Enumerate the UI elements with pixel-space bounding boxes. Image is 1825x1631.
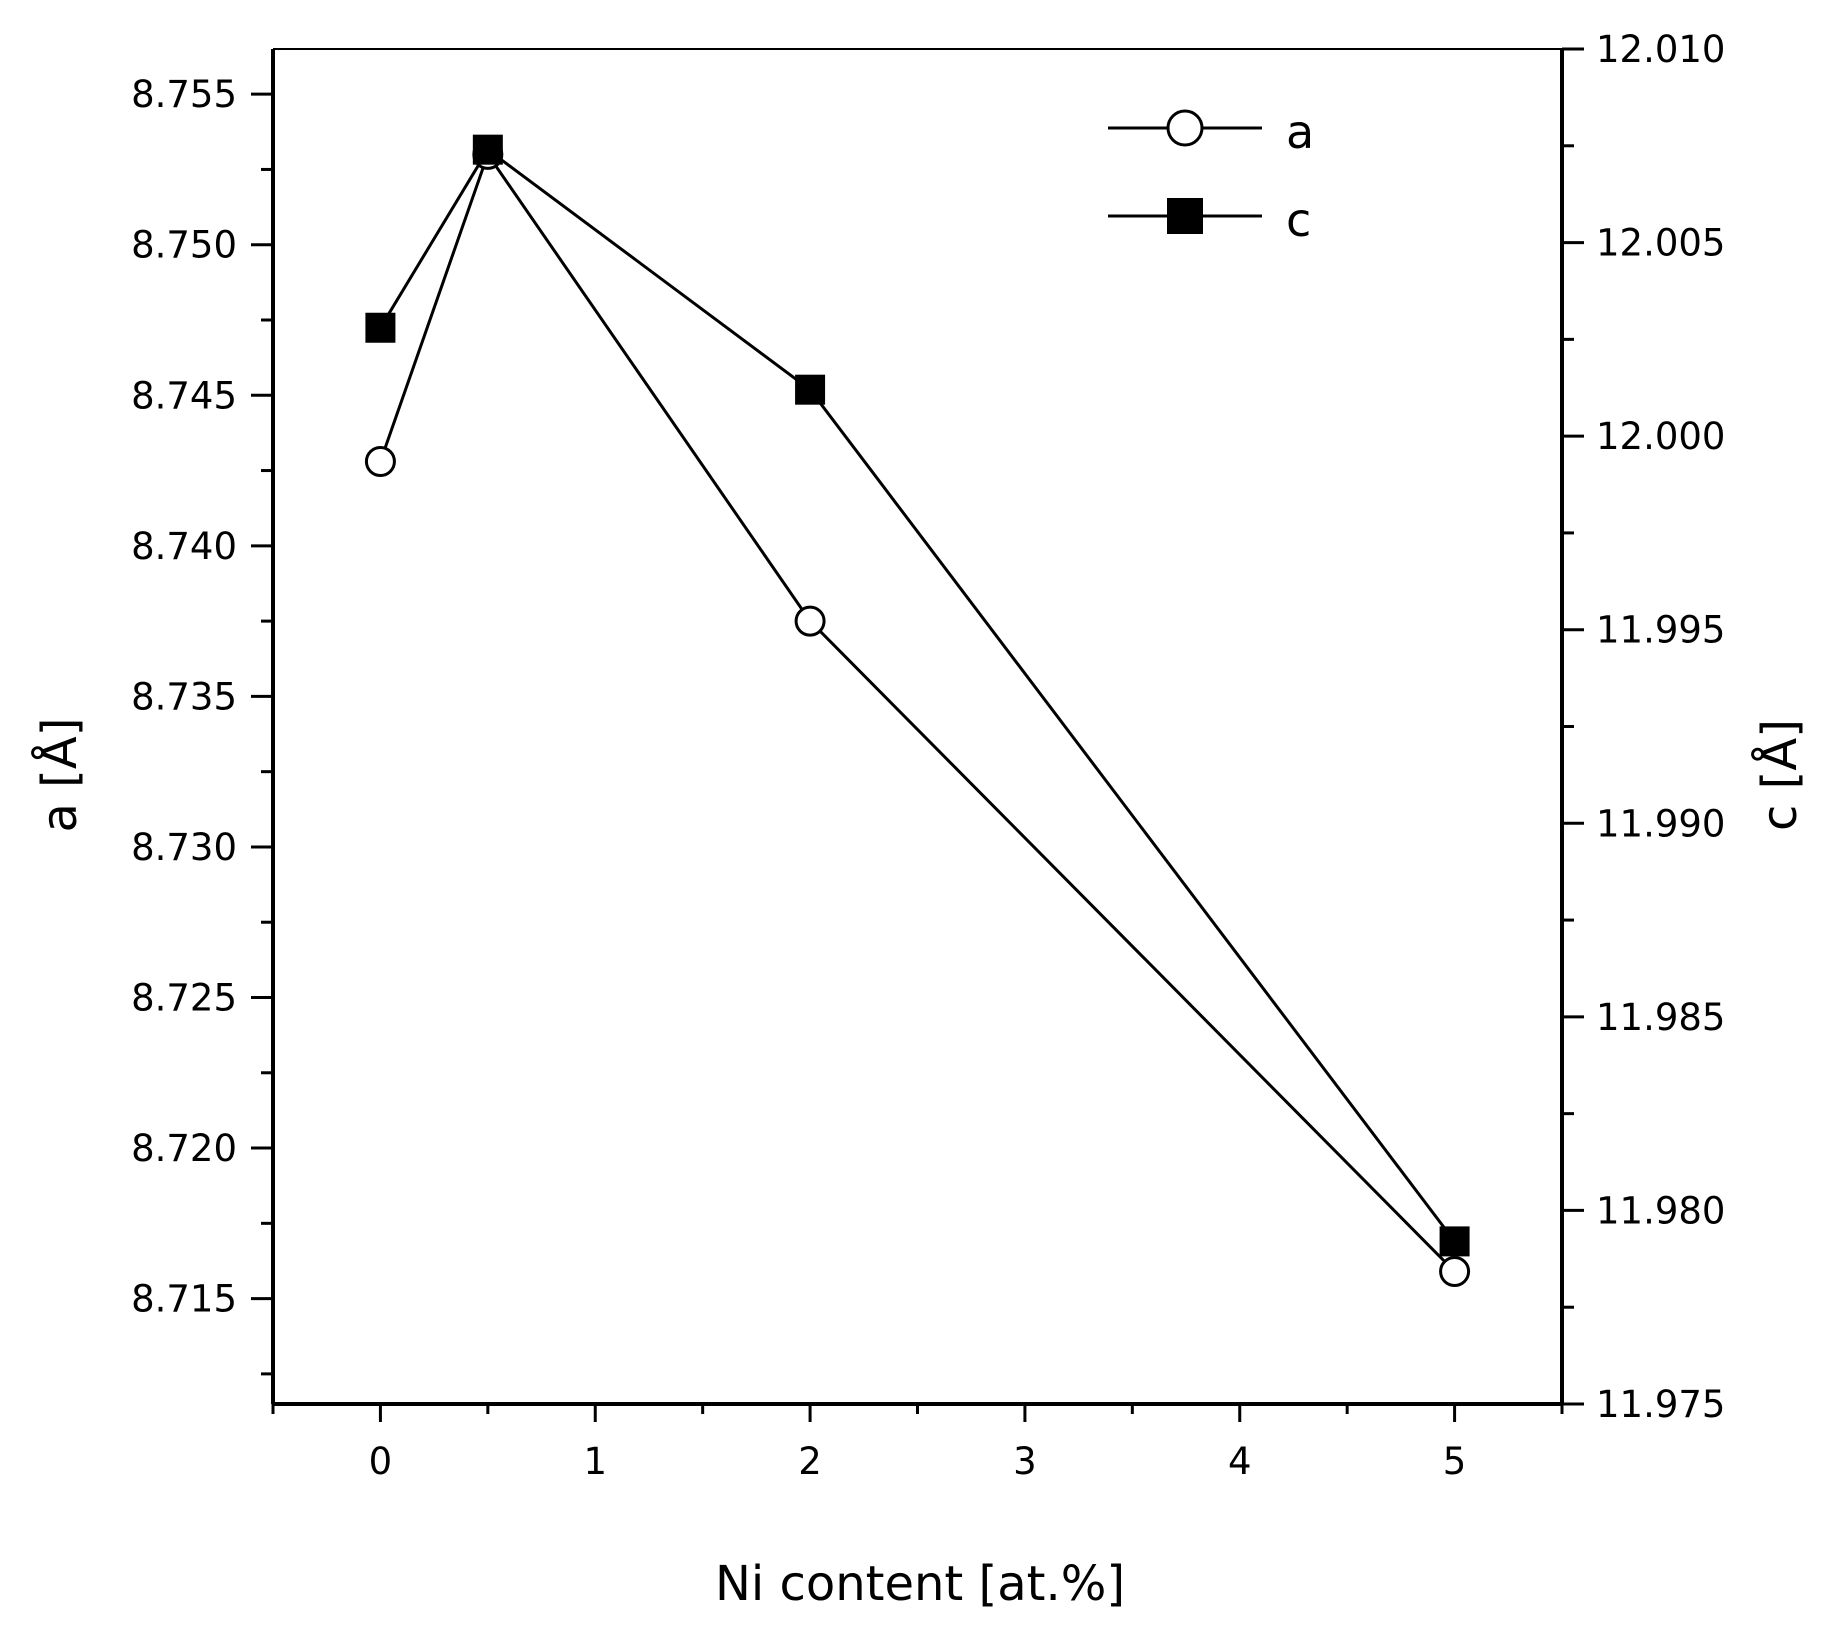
right-y-tick-label: 11.980 <box>1596 1189 1725 1232</box>
right-y-tick-label: 12.000 <box>1596 415 1725 458</box>
legend-entry-c: c <box>1108 193 1311 247</box>
series-line-c <box>379 147 1456 1243</box>
right-y-axis-ticks: 11.975 11.980 11.985 11.990 11.995 12.000 12.0… <box>1562 28 1725 1426</box>
x-tick-label: 5 <box>1443 1440 1467 1483</box>
series-a <box>364 138 1471 1288</box>
x-axis-ticks: 0 1 2 3 4 5 <box>271 1404 1564 1483</box>
legend-label-a: a <box>1286 105 1314 159</box>
plot-frame <box>271 48 1564 1406</box>
left-y-tick-label: 8.750 <box>131 224 237 267</box>
right-y-tick-label: 12.010 <box>1596 28 1725 71</box>
left-y-tick-label: 8.725 <box>131 977 237 1020</box>
x-axis-title: Ni content [at.%] <box>715 1556 1125 1612</box>
left-y-tick-label: 8.730 <box>131 826 237 869</box>
right-y-tick-label: 11.990 <box>1596 802 1725 845</box>
x-tick-label: 4 <box>1228 1440 1252 1483</box>
data-point-c <box>365 312 396 343</box>
data-point-c <box>795 374 826 405</box>
data-point-c <box>1439 1226 1470 1257</box>
left-y-tick-label: 8.755 <box>131 73 237 116</box>
legend: a c <box>1108 105 1314 247</box>
data-point-a <box>794 605 826 637</box>
legend-marker-a <box>1166 109 1204 147</box>
right-y-tick-label: 11.995 <box>1596 609 1725 652</box>
data-point-a <box>1439 1256 1471 1288</box>
legend-marker-c <box>1167 198 1203 234</box>
left-y-tick-label: 8.715 <box>131 1278 237 1321</box>
x-tick-label: 0 <box>369 1440 393 1483</box>
series-line-a <box>378 151 1456 1273</box>
left-y-tick-label: 8.720 <box>131 1127 237 1170</box>
left-y-axis-title: a [Å] <box>31 718 88 833</box>
right-y-axis-title: c [Å] <box>1751 719 1808 831</box>
right-y-tick-label: 12.005 <box>1596 222 1725 265</box>
left-y-tick-label: 8.735 <box>131 675 237 718</box>
data-point-c <box>472 134 503 165</box>
left-y-tick-label: 8.740 <box>131 525 237 568</box>
series-layer <box>364 134 1471 1288</box>
x-tick-label: 3 <box>1013 1440 1037 1483</box>
legend-label-c: c <box>1286 193 1311 247</box>
left-y-axis-ticks: 8.715 8.720 8.725 8.730 8.735 8.740 8.745 8.750… <box>131 73 273 1376</box>
data-point-a <box>364 446 396 478</box>
right-y-tick-label: 11.985 <box>1596 996 1725 1039</box>
right-y-tick-label: 11.975 <box>1596 1383 1725 1426</box>
series-c <box>365 134 1470 1257</box>
x-tick-label: 2 <box>798 1440 822 1483</box>
left-y-tick-label: 8.745 <box>131 374 237 417</box>
x-tick-label: 1 <box>583 1440 607 1483</box>
legend-entry-a: a <box>1108 105 1314 159</box>
